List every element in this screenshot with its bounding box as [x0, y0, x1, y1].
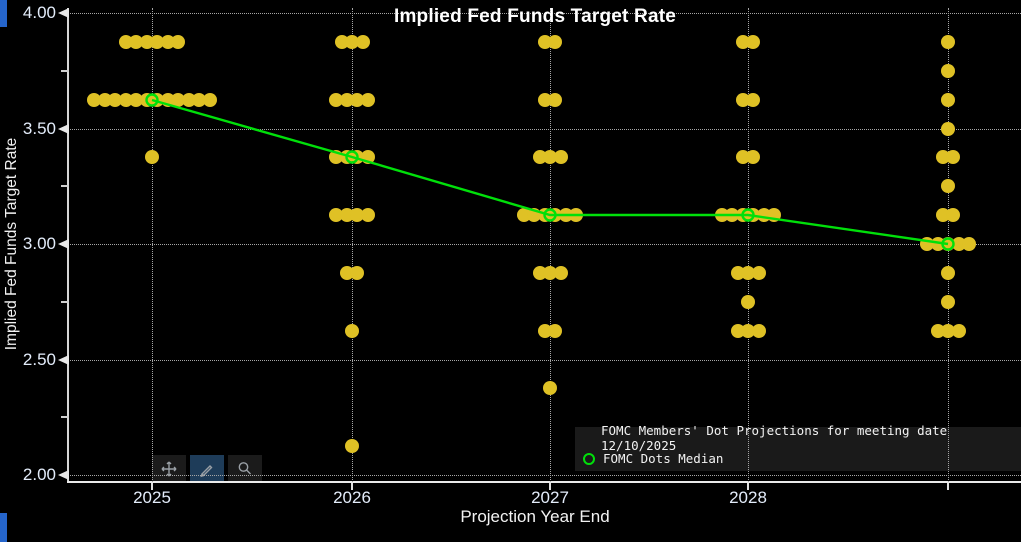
zoom-button[interactable] [228, 455, 262, 482]
legend-label-dots: FOMC Members' Dot Projections for meetin… [601, 422, 948, 453]
fomc-dot [553, 150, 568, 164]
yellow-dot-icon [582, 431, 595, 444]
fomc-dot [941, 122, 955, 136]
fomc-dot [941, 93, 955, 107]
x-tick [747, 483, 749, 490]
y-tick-arrow [58, 239, 69, 249]
fomc-dot [746, 150, 761, 164]
x-tick-label: 2025 [133, 488, 171, 507]
y-tick-arrow [58, 8, 69, 18]
y-tick-arrow [58, 470, 69, 480]
legend: FOMC Members' Dot Projections for meetin… [575, 423, 1021, 471]
y-tick-label: 3.00 [22, 234, 56, 253]
y-tick-arrow [58, 124, 69, 134]
chart-title: Implied Fed Funds Target Rate [393, 6, 677, 27]
fomc-dot [962, 237, 976, 251]
window-edge-accent-bottom [0, 513, 7, 542]
fomc-dot [946, 150, 961, 164]
fomc-dot [746, 93, 761, 107]
fomc-dot [360, 208, 375, 222]
y-gridline [67, 129, 1021, 130]
median-marker [345, 150, 359, 164]
x-axis-line [67, 481, 1021, 483]
chart-toolbar [152, 455, 262, 482]
fomc-dot [751, 266, 766, 280]
y-gridline [67, 360, 1021, 361]
fomc-dot [145, 150, 159, 164]
fomc-dot [951, 324, 966, 338]
fomc-dot [345, 439, 359, 453]
x-tick [351, 483, 353, 490]
x-gridline [352, 8, 353, 482]
median-marker [741, 208, 755, 222]
fomc-dot [345, 324, 359, 338]
legend-item-median: FOMC Dots Median [575, 448, 1021, 469]
fomc-dot [548, 93, 563, 107]
y-minor-tick [61, 416, 69, 418]
y-minor-tick [61, 70, 69, 72]
median-marker [145, 93, 159, 107]
fomc-dot [751, 324, 766, 338]
fomc-dot [548, 324, 563, 338]
x-tick [151, 483, 153, 490]
fomc-dot [543, 381, 557, 395]
fomc-dot [350, 266, 365, 280]
y-minor-tick [61, 301, 69, 303]
x-tick [947, 483, 949, 490]
fomc-dot [946, 208, 961, 222]
y-gridline [67, 475, 1021, 476]
pan-button[interactable] [152, 455, 186, 482]
y-tick-label: 3.50 [22, 119, 56, 138]
fomc-dot [741, 295, 755, 309]
x-gridline [152, 8, 153, 482]
fomc-dot [941, 295, 955, 309]
x-gridline [550, 8, 551, 482]
fomc-dot [941, 266, 955, 280]
x-tick-label: 2028 [729, 488, 767, 507]
median-line [151, 98, 949, 246]
x-tick-label: 2026 [333, 488, 371, 507]
fomc-dot [746, 35, 761, 49]
fomc-dot [941, 64, 955, 78]
y-gridline [67, 13, 1021, 14]
magnifier-icon [238, 461, 252, 474]
pan-icon [161, 461, 177, 476]
fomc-dot [360, 93, 375, 107]
green-ring-icon [583, 452, 595, 465]
y-gridline [67, 244, 1021, 245]
y-tick-label: 2.50 [22, 350, 56, 369]
y-tick-arrow [58, 355, 69, 365]
legend-item-dots: FOMC Members' Dot Projections for meetin… [575, 423, 1021, 453]
fomc-dot [171, 35, 186, 49]
y-minor-tick [61, 185, 69, 187]
x-tick [549, 483, 551, 490]
window-edge-accent-top [0, 0, 7, 27]
fomc-dot [941, 179, 955, 193]
fomc-dot [202, 93, 217, 107]
x-gridline [748, 8, 749, 482]
median-marker [543, 208, 557, 222]
fomc-dot [355, 35, 370, 49]
x-tick-label: 2027 [531, 488, 569, 507]
y-tick-label: 4.00 [22, 3, 56, 22]
y-tick-label: 2.00 [22, 465, 56, 484]
legend-label-median: FOMC Dots Median [603, 451, 724, 466]
fomc-dot [548, 35, 563, 49]
legend-background [575, 427, 1021, 471]
draw-button[interactable] [190, 455, 224, 482]
median-marker [941, 237, 955, 251]
x-axis-title: Projection Year End [460, 507, 610, 526]
fomc-dot [553, 266, 568, 280]
fomc-dot [941, 35, 955, 49]
